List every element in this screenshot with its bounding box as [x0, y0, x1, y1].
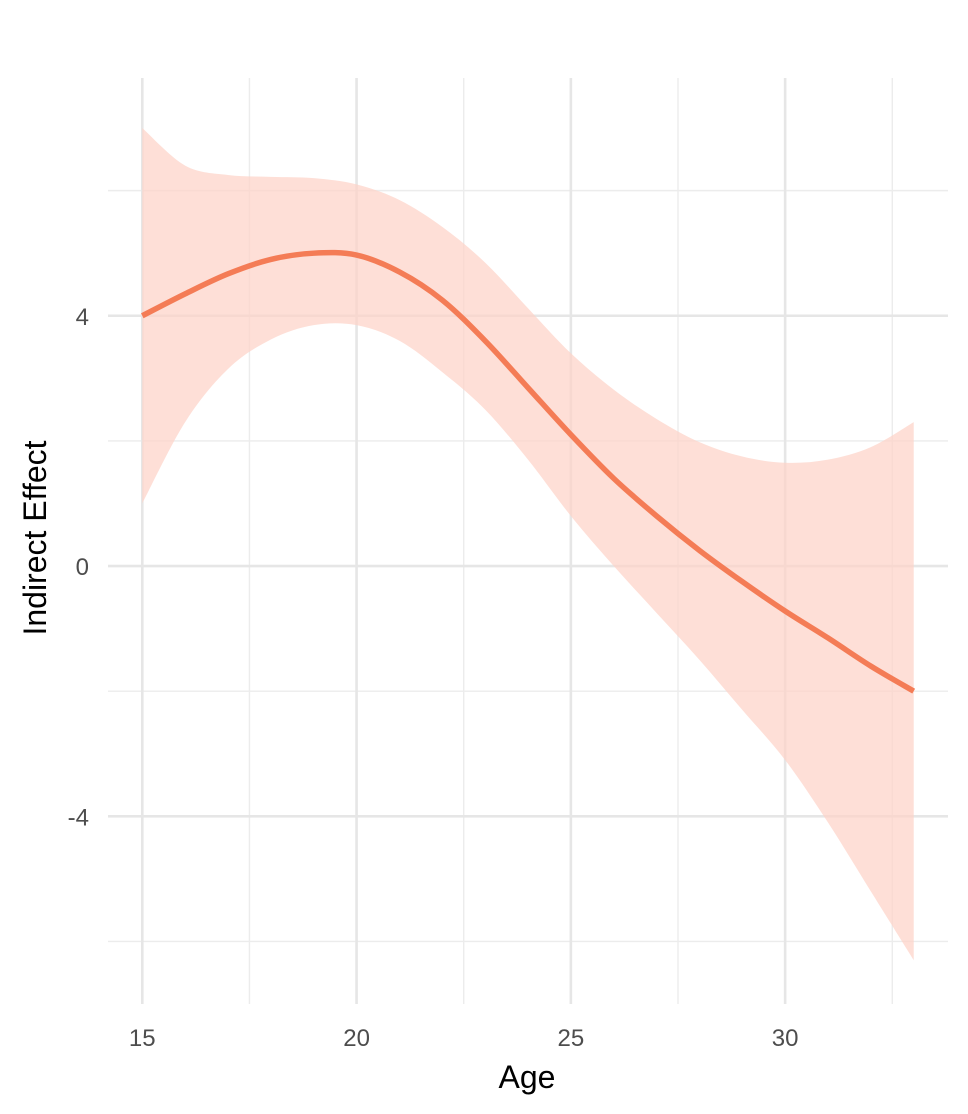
- confidence-ribbon-group: [142, 128, 914, 961]
- x-tick-label: 30: [772, 1025, 799, 1052]
- y-tick-label: -4: [68, 804, 89, 831]
- y-tick-label: 0: [76, 554, 89, 581]
- series-line-group: [141, 249, 916, 694]
- x-tick-labels: 15 20 25 30: [129, 1025, 799, 1052]
- y-tick-labels: -4 0 4: [68, 304, 89, 832]
- confidence-ribbon: [142, 128, 914, 961]
- x-tick-label: 20: [343, 1025, 370, 1052]
- x-tick-label: 15: [129, 1025, 156, 1052]
- x-tick-label: 25: [558, 1025, 585, 1052]
- x-axis-title: Age: [499, 1059, 556, 1095]
- y-tick-label: 4: [76, 304, 89, 331]
- series-line: [141, 249, 916, 694]
- y-axis-title: Indirect Effect: [17, 440, 53, 635]
